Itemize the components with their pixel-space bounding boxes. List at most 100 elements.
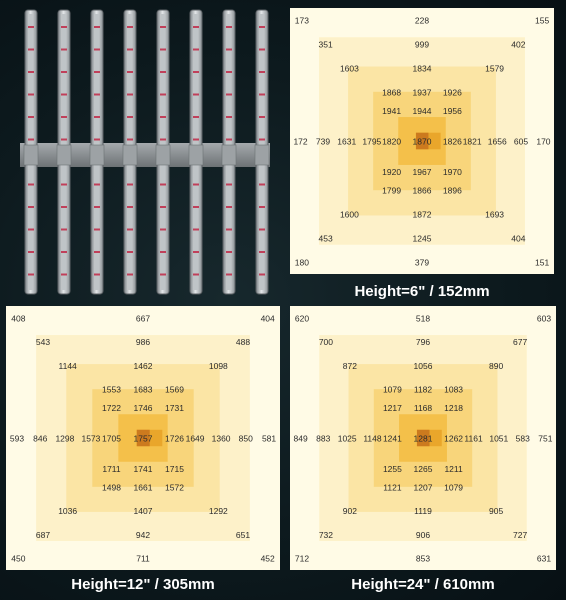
ppfd-value-label: 1705 [102,434,121,444]
ppfd-value-label: 890 [489,361,503,371]
ppfd-value-label: 1603 [340,63,359,73]
ppfd-map-12in: 408 667 404 543 986 488 1144 1462 1098 1553 1683 15… [6,306,280,570]
ppfd-value-label: 1631 [337,137,356,147]
ppfd-peak-cell [416,132,429,150]
ppfd-value-label: 351 [319,39,333,49]
ppfd-value-label: 1462 [134,361,153,371]
ppfd-value-label: 1970 [443,167,462,177]
ppfd-value-label: 727 [513,530,527,540]
ppfd-value-label: 711 [136,554,150,564]
map-caption-12in: Height=12" / 305mm [71,576,215,593]
ppfd-value-label: 1148 [363,434,382,444]
ppfd-value-label: 488 [236,337,250,347]
ppfd-value-label: 1298 [55,434,74,444]
ppfd-value-label: 1683 [134,385,153,395]
ppfd-value-label: 518 [416,313,430,323]
ppfd-value-label: 1937 [413,87,432,97]
ppfd-value-label: 404 [511,234,525,244]
ppfd-value-label: 902 [343,506,357,516]
ppfd-value-label: 155 [535,15,549,25]
ppfd-value-label: 1245 [413,234,432,244]
ppfd-value-label: 1661 [134,482,153,492]
ppfd-value-label: 1799 [382,186,401,196]
ppfd-value-label: 1722 [102,403,121,413]
ppfd-value-label: 1967 [413,167,432,177]
ppfd-value-label: 942 [136,530,150,540]
ppfd-value-label: 1144 [59,361,78,371]
ppfd-value-label: 986 [136,337,150,347]
ppfd-value-label: 1079 [383,385,402,395]
ppfd-value-label: 1292 [209,506,228,516]
ppfd-value-label: 1036 [58,506,77,516]
ppfd-value-label: 1572 [165,482,184,492]
ppfd-value-label: 739 [316,137,330,147]
ppfd-value-label: 172 [293,137,307,147]
ppfd-value-label: 408 [11,313,25,323]
ppfd-value-label: 872 [343,361,357,371]
ppfd-value-label: 1866 [413,186,432,196]
ppfd-value-label: 1573 [81,434,100,444]
ppfd-value-label: 1360 [212,434,231,444]
ppfd-peak-cell [136,429,150,447]
ppfd-value-label: 1569 [165,385,184,395]
ppfd-value-label: 853 [416,554,430,564]
ppfd-value-label: 1217 [383,403,402,413]
ppfd-value-label: 1553 [102,385,121,395]
light-bar [56,9,72,295]
ppfd-value-label: 1872 [413,210,432,220]
ppfd-value-label: 1726 [165,434,184,444]
ppfd-value-label: 712 [295,554,309,564]
ppfd-value-label: 651 [236,530,250,540]
ppfd-value-label: 1161 [464,434,483,444]
ppfd-value-label: 1795 [362,137,381,147]
ppfd-value-label: 593 [10,434,24,444]
ppfd-value-label: 905 [489,506,503,516]
ppfd-value-label: 170 [536,137,550,147]
light-bar [122,9,138,295]
ppfd-value-label: 1281 [414,434,433,444]
ppfd-value-label: 1834 [413,63,432,73]
ppfd-value-label: 1741 [134,464,153,474]
ppfd-value-label: 1926 [443,87,462,97]
ppfd-value-label: 687 [36,530,50,540]
ppfd-value-label: 1649 [186,434,205,444]
ppfd-value-label: 1262 [444,434,463,444]
ppfd-value-label: 1207 [414,482,433,492]
ppfd-value-label: 583 [516,434,530,444]
light-bar [221,9,237,295]
ppfd-value-label: 1896 [443,186,462,196]
ppfd-value-label: 603 [537,313,551,323]
ppfd-value-label: 581 [262,434,276,444]
ppfd-value-label: 1255 [383,464,402,474]
ppfd-value-label: 1051 [489,434,508,444]
ppfd-value-label: 732 [319,530,333,540]
ppfd-value-label: 1746 [134,403,153,413]
ppfd-value-label: 1025 [338,434,357,444]
ppfd-value-label: 1056 [414,361,433,371]
ppfd-value-label: 1826 [443,137,462,147]
ppfd-value-label: 228 [415,15,429,25]
ppfd-value-label: 1731 [165,403,184,413]
ppfd-value-label: 620 [295,313,309,323]
light-bar [89,9,105,295]
ppfd-value-label: 1121 [383,482,402,492]
ppfd-value-label: 1218 [444,403,463,413]
ppfd-value-label: 850 [239,434,253,444]
ppfd-value-label: 151 [535,258,549,268]
ppfd-value-label: 906 [416,530,430,540]
light-bar [188,9,204,295]
ppfd-value-label: 1083 [444,385,463,395]
ppfd-value-label: 846 [33,434,47,444]
ppfd-value-label: 1956 [443,106,462,116]
ppfd-value-label: 1579 [485,63,504,73]
ppfd-value-label: 605 [514,137,528,147]
ppfd-value-label: 1868 [382,87,401,97]
ppfd-map-24in: 620 518 603 700 796 677 872 1056 890 1079 1182 1083… [290,306,556,570]
ppfd-value-label: 1098 [209,361,228,371]
ppfd-value-label: 450 [11,554,25,564]
ppfd-value-label: 1182 [414,385,433,395]
ppfd-value-label: 1498 [102,482,121,492]
ppfd-value-label: 1821 [463,137,482,147]
ppfd-value-label: 667 [136,313,150,323]
ppfd-value-label: 1757 [134,434,153,444]
